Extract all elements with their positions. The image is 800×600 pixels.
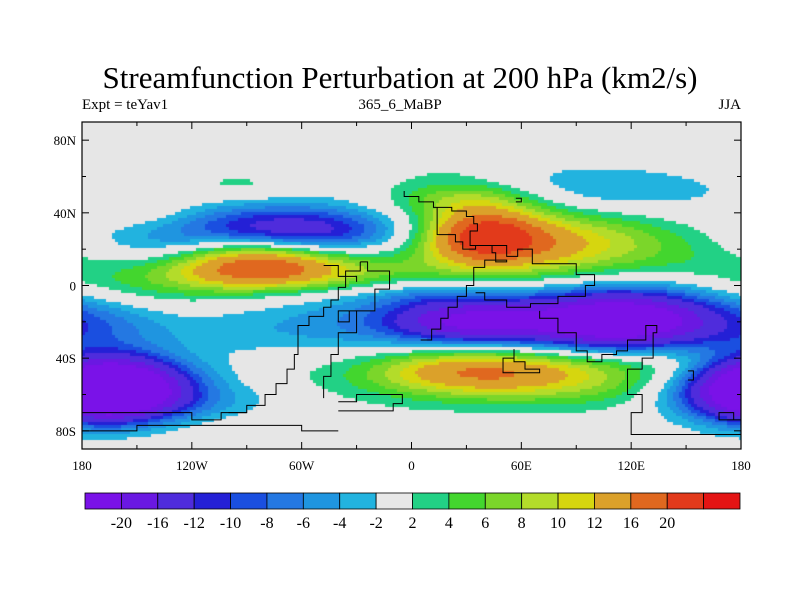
colorbar-box xyxy=(594,492,632,510)
coastline-asia xyxy=(436,207,596,308)
y-tick-label: 40N xyxy=(54,206,77,221)
colorbar-label: 10 xyxy=(550,515,566,532)
coastline-island-2 xyxy=(687,370,694,381)
x-tick-label: 60E xyxy=(511,458,532,473)
coastline-weddell xyxy=(338,394,403,412)
colorbar-box xyxy=(375,492,413,510)
coastline-island-3 xyxy=(718,412,741,421)
run-label: 365_6_MaBP xyxy=(358,97,442,113)
colorbar-label: 16 xyxy=(623,515,639,532)
colorbar-box xyxy=(412,492,450,510)
colorbar-label: 6 xyxy=(481,515,489,532)
x-tick-label: 120E xyxy=(617,458,645,473)
colorbar-box xyxy=(521,492,559,510)
coastline-island-1 xyxy=(515,197,522,203)
coastline-africa-west xyxy=(403,191,508,341)
colorbar-label: 12 xyxy=(586,515,602,532)
coastline-caribbean xyxy=(323,265,358,282)
x-tick-label: 180 xyxy=(731,458,751,473)
x-tick-label: 120W xyxy=(176,458,209,473)
y-tick-label: 0 xyxy=(70,279,77,294)
colorbar-box xyxy=(557,492,595,510)
coastline-australia-antarctica xyxy=(539,310,741,435)
colorbar-label: 4 xyxy=(445,515,453,532)
coastline-antarctic-west xyxy=(82,412,247,421)
y-tick-label: 40S xyxy=(56,351,76,366)
colorbar-label: 8 xyxy=(518,515,526,532)
colorbar-box xyxy=(630,492,668,510)
colorbar-label: -16 xyxy=(147,515,168,532)
colorbar-box xyxy=(266,492,304,510)
colorbar-label: 2 xyxy=(409,515,417,532)
colorbar-box xyxy=(703,492,741,510)
y-tick-label: 80S xyxy=(56,424,76,439)
coastline-outline-1 xyxy=(337,310,357,323)
colorbar-label: -12 xyxy=(184,515,205,532)
colorbar-box xyxy=(193,492,231,510)
colorbar-label: -20 xyxy=(111,515,132,532)
colorbar-label: -6 xyxy=(297,515,310,532)
colorbar-box xyxy=(666,492,705,510)
coastline-madagascar xyxy=(502,349,541,374)
colorbar-box xyxy=(84,492,122,510)
chart-title: Streamfunction Perturbation at 200 hPa (… xyxy=(102,60,698,95)
colorbar-box xyxy=(157,492,195,510)
y-tick-label: 80N xyxy=(54,133,77,148)
colorbar-box xyxy=(484,492,523,510)
colorbar-label: 20 xyxy=(659,515,675,532)
x-tick-label: 0 xyxy=(408,458,415,473)
colorbar-label: -4 xyxy=(333,515,346,532)
experiment-label: Expt = teYav1 xyxy=(82,97,169,113)
colorbar-label: -8 xyxy=(260,515,273,532)
colorbar-box xyxy=(120,492,159,510)
x-tick-label: 180 xyxy=(72,458,92,473)
colorbar-box xyxy=(230,492,268,510)
coastline-south-america xyxy=(228,261,361,414)
colorbar-box xyxy=(448,492,486,510)
colorbar-box xyxy=(339,492,377,510)
coastline-antarctic-shelf xyxy=(82,424,339,432)
x-tick-label: 60W xyxy=(289,458,315,473)
colorbar-box xyxy=(302,492,341,510)
colorbar-label: -2 xyxy=(369,515,382,532)
season-label: JJA xyxy=(718,97,741,113)
colorbar-label: -10 xyxy=(220,515,241,532)
